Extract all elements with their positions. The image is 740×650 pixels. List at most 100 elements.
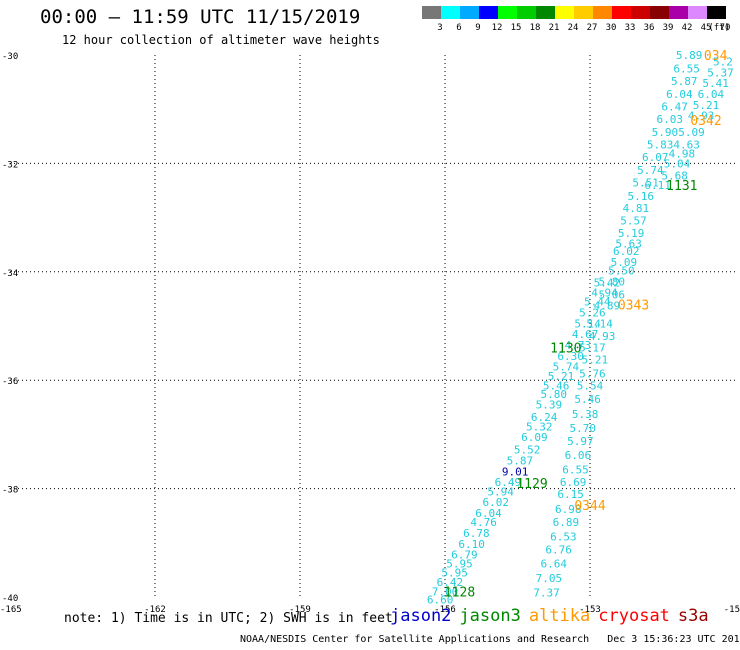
colorbar-bin [650,6,669,19]
colorbar-bin [612,6,631,19]
wave-height-value: 4.63 [673,138,700,151]
colorbar-bin [631,6,650,19]
colorbar-bin [422,6,441,19]
colorbar-bin [460,6,479,19]
wave-height-value: 5.37 [707,66,734,79]
wave-height-value: 5.06 [599,289,626,302]
wave-height-value: 5.54 [577,380,604,393]
wave-height-value: 6.24 [531,411,558,424]
x-tick-label: -165 [0,605,22,615]
wave-height-value: 5.21 [548,370,575,383]
wave-height-value: 5.94 [487,485,514,498]
wave-height-value: 6.04 [666,88,693,101]
colorbar-bin [498,6,517,19]
wave-height-value: 6.02 [613,245,640,258]
wave-height-value: 6.04 [475,507,502,520]
wave-height-value: 6.53 [550,530,577,543]
wave-height-value: 5.46 [574,393,601,406]
wave-height-value: 5.50 [608,265,635,278]
colorbar-bin [536,6,555,19]
track-time-label: 1130 [550,342,581,357]
wave-height-value: 5.80 [541,388,568,401]
wave-height-value: 5.14 [586,317,613,330]
wave-height-value: 5.76 [579,368,606,381]
colorbar-label: 18 [530,23,541,33]
wave-height-value: 4.98 [669,148,696,161]
wave-height-value: 4.76 [470,516,497,529]
wave-height-value: 4.93 [688,110,715,123]
wave-height-value: 5.39 [536,399,563,412]
colorbar-label: 6 [456,23,461,33]
track-time-label: 034 [704,49,728,64]
wave-height-value: 6.47 [661,100,688,113]
wave-height-value: 5.42 [594,277,621,290]
wave-height-value: 5.38 [572,408,599,421]
wave-height-value: 4.67 [572,328,599,341]
wave-height-value: 4.89 [594,299,621,312]
wave-height-value: 6.11 [644,179,671,192]
wave-height-value: 5.52 [514,444,541,457]
wave-height-value: 5.80 [599,276,626,289]
wave-height-value: 6.55 [562,464,589,477]
track-time-label: 1131 [666,179,697,194]
wave-height-value: 6.79 [451,549,478,562]
y-tick-label: -40 [2,594,18,604]
colorbar-unit: (ft) [708,23,730,33]
chart-subtitle: 12 hour collection of altimeter wave hei… [62,33,380,47]
wave-height-value: 6.09 [521,431,548,444]
colorbar-bin [688,6,707,19]
wave-height-value: 5.87 [671,75,698,88]
wave-height-value: 5.83 [647,138,674,151]
wave-height-value: 6.55 [673,63,700,76]
colorbar-bin [517,6,536,19]
legend-jason3: jason3 [459,606,521,626]
wave-height-value: 5.17 [579,342,606,355]
wave-height-value: 6.64 [541,557,568,570]
wave-height-value: 4.73 [565,339,592,352]
colorbar-label: 3 [437,23,442,33]
y-tick-label: -38 [2,486,18,496]
wave-height-value: 6.03 [657,113,684,126]
track-time-label: 1128 [444,586,475,601]
wave-height-value: 5.44 [584,296,611,309]
colorbar-label: 24 [568,23,579,33]
wave-height-value: 6.49 [495,476,522,489]
legend-altika: altika [528,606,591,626]
track-time-label: 0344 [574,499,605,514]
timestamp: Dec 3 15:36:23 UTC 2019 [607,634,740,645]
wave-height-value: 6.04 [698,88,725,101]
credit-text: NOAA/NESDIS Center for Satellite Applica… [240,634,590,645]
chart-title: 00:00 – 11:59 UTC 11/15/2019 [40,6,361,28]
wave-height-value: 6.42 [437,576,464,589]
colorbar-label: 21 [549,23,560,33]
wave-height-value: 5.90 [652,126,679,139]
wave-height-value: 5.57 [620,214,647,227]
wave-height-value: 7.00 [432,586,459,599]
y-tick-label: -36 [2,377,18,387]
wave-height-value: 5.70 [570,422,597,435]
wave-height-value: 4.94 [591,286,618,299]
wave-height-value: 6.30 [557,350,584,363]
wave-height-value: 5.14 [574,317,601,330]
track-time-label: 0342 [690,114,721,129]
colorbar-bin [555,6,574,19]
colorbar-label: 15 [511,23,522,33]
wave-height-value: 5.41 [702,77,729,90]
satellite-legend: jason2 jason3 altika cryosat s3a [390,606,717,626]
colorbar-label: 27 [587,23,598,33]
wave-height-value: 5.19 [618,227,645,240]
wave-height-value: 5.32 [526,420,553,433]
wave-height-value: 5.97 [567,435,594,448]
wave-height-value: 7.05 [536,572,563,585]
wave-height-value: 6.06 [565,449,592,462]
wave-height-value: 5.89 [676,49,703,62]
wave-height-value: 4.93 [589,330,616,343]
colorbar-label: 30 [606,23,617,33]
wave-height-value: 6.07 [642,151,669,164]
wave-height-value: 5.2 [713,56,733,69]
colorbar-bin [669,6,688,19]
colorbar-label: 45 [701,23,712,33]
wave-height-value: 5.74 [553,361,580,374]
wave-height-value: 5.09 [678,126,705,139]
wave-height-value: 5.21 [693,99,720,112]
